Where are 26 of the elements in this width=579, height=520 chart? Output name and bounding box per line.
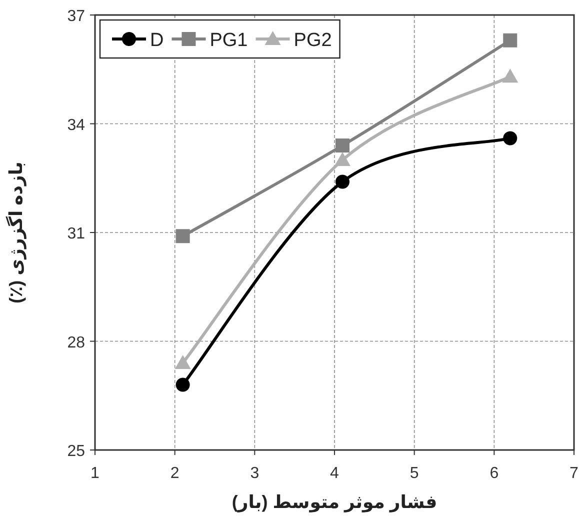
x-tick-label: 1: [90, 465, 100, 482]
y-tick-label: 34: [67, 116, 86, 134]
point: [335, 174, 350, 189]
x-tick-label: 7: [570, 465, 579, 482]
point: [335, 138, 350, 152]
x-tick-label: 4: [330, 465, 340, 482]
x-tick-label: 2: [170, 465, 180, 482]
x-tick-label: 5: [410, 465, 419, 482]
point: [334, 152, 350, 166]
point: [503, 33, 518, 48]
x-tick-label: 3: [250, 465, 260, 482]
y-tick-label: 31: [67, 226, 86, 242]
x-tick-label: 6: [490, 465, 499, 482]
x-axis-title: فشار موثر متوسط (بار): [232, 492, 438, 513]
legend-label: PG1: [210, 30, 248, 51]
y-axis-title: بازده اگزرژی (٪): [5, 162, 27, 304]
point: [503, 131, 518, 146]
y-tick-label: 25: [67, 443, 86, 460]
point: [176, 229, 190, 244]
legend-label: D: [150, 30, 164, 51]
point: [502, 68, 518, 83]
y-tick-label: 37: [67, 8, 86, 25]
point: [176, 378, 190, 392]
legend-label: PG2: [294, 30, 332, 51]
point: [174, 355, 191, 369]
y-tick-label: 28: [67, 334, 86, 352]
